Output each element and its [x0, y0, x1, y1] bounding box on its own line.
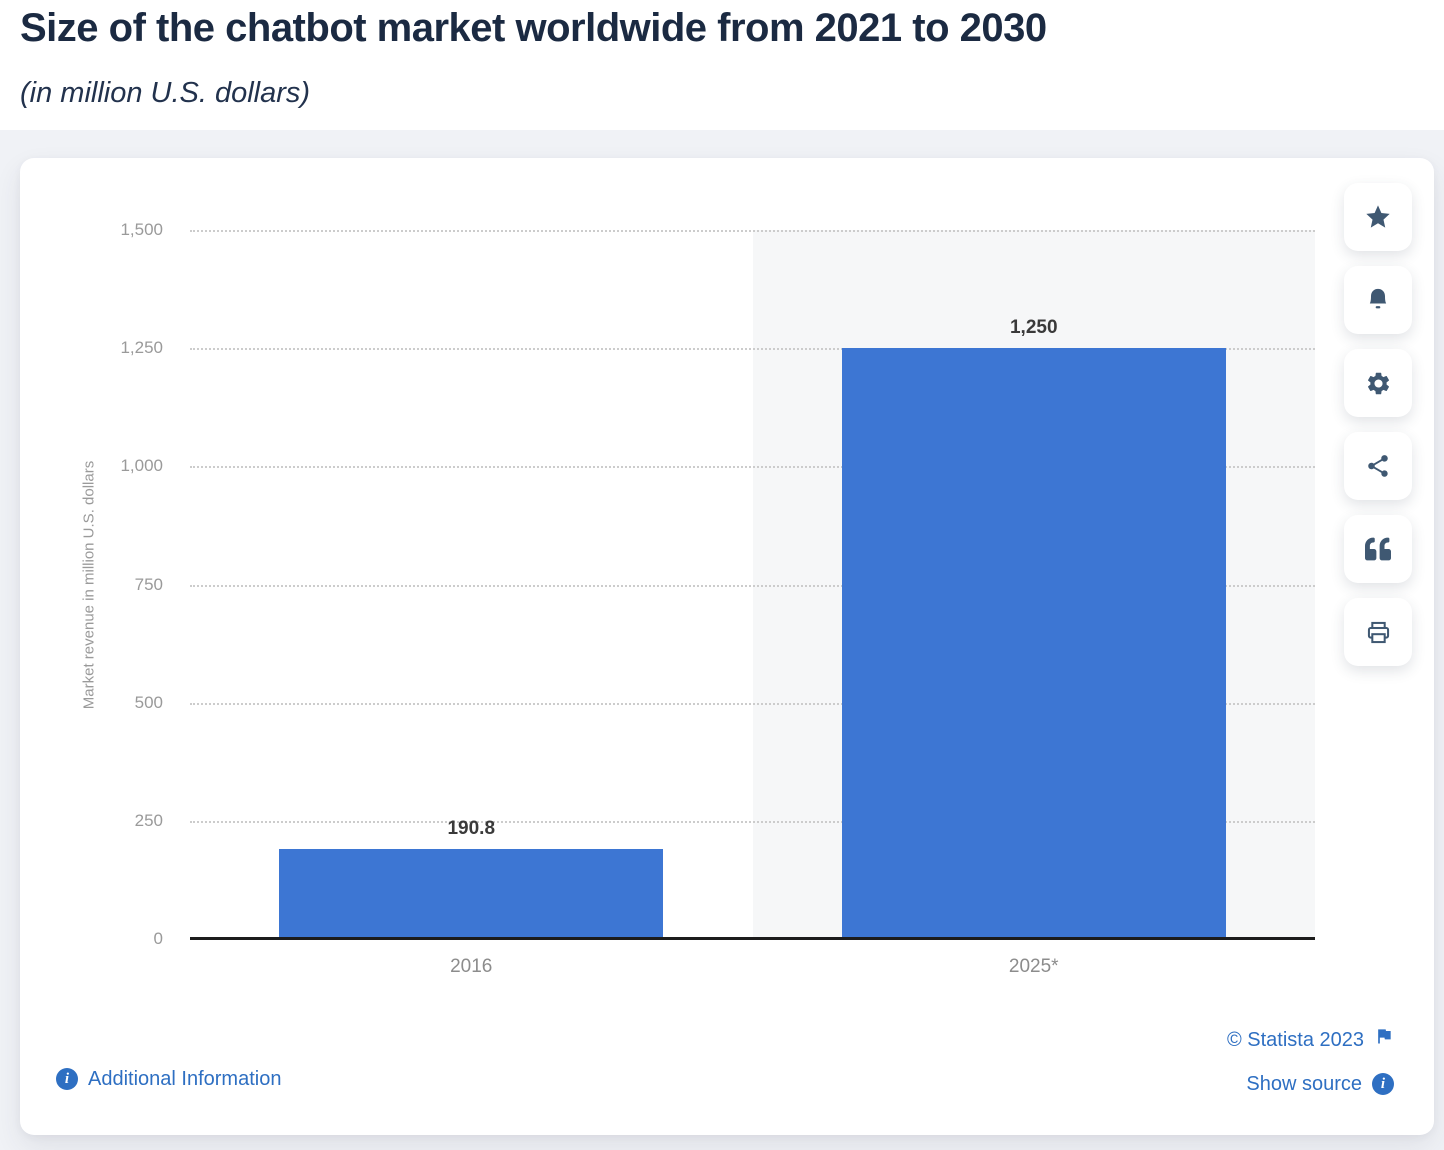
star-icon [1364, 203, 1392, 231]
gridline [190, 230, 1315, 232]
additional-information-label: Additional Information [88, 1068, 282, 1090]
quote-icon [1365, 536, 1391, 562]
show-source-label: Show source [1246, 1073, 1362, 1095]
chart-toolbar [1344, 183, 1412, 666]
x-axis-label: 2016 [450, 956, 493, 977]
print-button[interactable] [1344, 598, 1412, 666]
page-title: Size of the chatbot market worldwide fro… [20, 6, 1047, 50]
additional-information-link[interactable]: i Additional Information [56, 1066, 281, 1092]
statista-copyright-link[interactable]: © Statista 2023 [1227, 1026, 1394, 1053]
gridline [190, 820, 1315, 823]
share-icon [1365, 453, 1391, 479]
printer-icon [1365, 619, 1392, 646]
chart-card: Market revenue in million U.S. dollars 0… [20, 158, 1434, 1135]
gridline [190, 584, 1315, 587]
info-icon: i [1372, 1073, 1394, 1095]
gridline [190, 466, 1315, 469]
cite-button[interactable] [1344, 515, 1412, 583]
bar-value-label: 190.8 [447, 817, 496, 839]
notifications-button[interactable] [1344, 266, 1412, 334]
plot-area: 0 250 500 750 1,000 1,250 1,500 190.8 2016 1,250 2… [120, 220, 1315, 977]
info-icon: i [56, 1068, 78, 1090]
favorite-button[interactable] [1344, 183, 1412, 251]
share-button[interactable] [1344, 432, 1412, 500]
chart-header: Size of the chatbot market worldwide fro… [20, 0, 1400, 110]
y-tick-label: 750 [134, 574, 163, 594]
bell-icon [1364, 286, 1392, 314]
y-tick-label: 1,000 [120, 456, 163, 476]
settings-button[interactable] [1344, 349, 1412, 417]
bar-2016[interactable] [279, 848, 664, 939]
y-tick-label: 1,500 [120, 220, 163, 239]
y-tick-label: 250 [134, 810, 163, 830]
gear-icon [1365, 370, 1392, 397]
bar-value-label: 1,250 [1009, 317, 1058, 339]
y-tick-label: 1,250 [120, 338, 163, 358]
gridline [190, 348, 1315, 351]
show-source-link[interactable]: Show source i [1246, 1071, 1394, 1097]
y-tick-label: 500 [134, 692, 163, 712]
x-axis-label: 2025* [1008, 956, 1059, 977]
page-subtitle: (in million U.S. dollars) [20, 77, 311, 109]
gridline [190, 702, 1315, 705]
y-tick-label: 0 [153, 929, 163, 948]
bar-2025*[interactable] [841, 348, 1226, 939]
flag-icon[interactable] [1374, 1026, 1394, 1053]
copyright-label: © Statista 2023 [1226, 1028, 1364, 1051]
